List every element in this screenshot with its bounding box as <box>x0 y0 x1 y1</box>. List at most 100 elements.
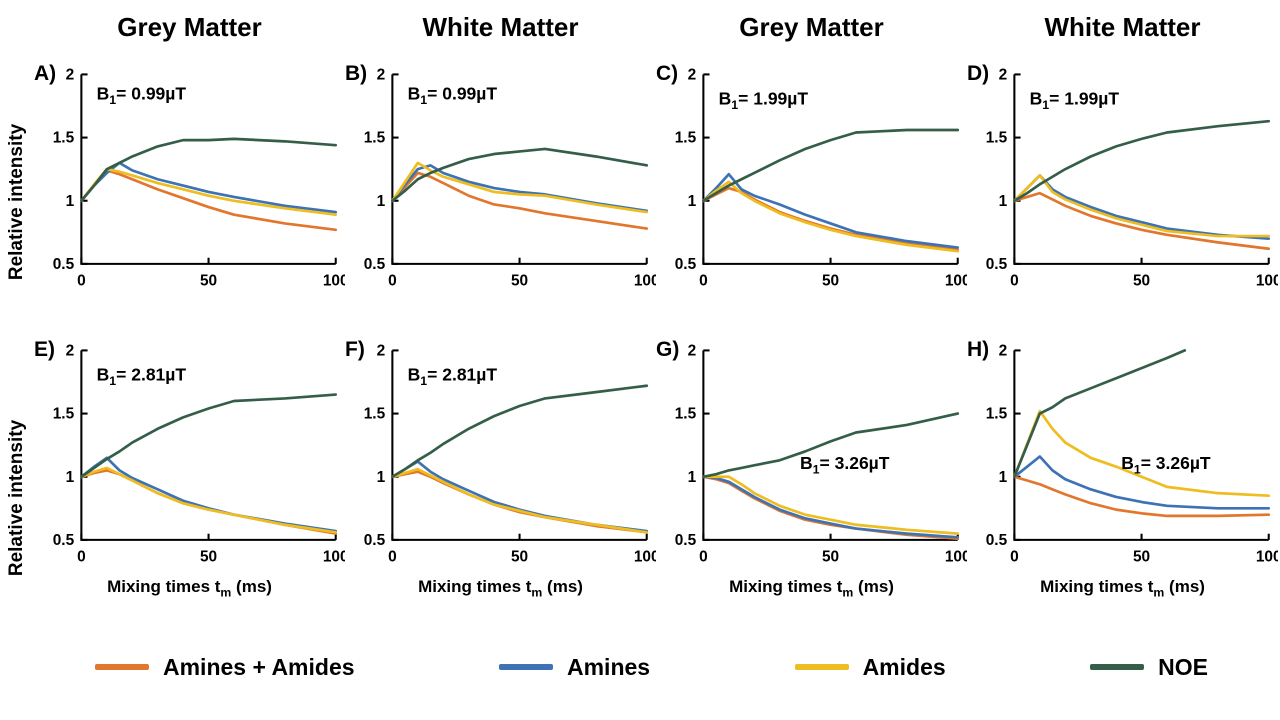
svg-text:1.5: 1.5 <box>986 406 1008 423</box>
x-axis-label-text: Mixing times t <box>107 576 221 596</box>
panel-label-c: C) <box>656 62 679 85</box>
svg-text:0: 0 <box>1010 549 1019 566</box>
subplot-b: B) 0.5 1 1.5 2 0 50 100 B1= 0.99µT <box>345 50 656 326</box>
svg-text:0: 0 <box>388 273 397 290</box>
subplot-c: C) 0.5 1 1.5 2 0 50 100 B1= 1.99µT <box>656 50 967 326</box>
x-axis-label-text: Mixing times t <box>729 576 843 596</box>
svg-text:2: 2 <box>377 67 386 84</box>
subplot-f: F) 0.5 1 1.5 2 0 50 100 B1= 2.81µT Mixing times… <box>345 326 656 638</box>
panel-label-h: H) <box>967 338 990 361</box>
svg-text:B1= 0.99µT: B1= 0.99µT <box>408 84 498 107</box>
subplot-e: E) 0.5 1 1.5 2 0 50 100 B1= 2.81µT Mixing times… <box>34 326 345 638</box>
legend-label: NOE <box>1158 653 1208 680</box>
svg-text:50: 50 <box>200 273 217 290</box>
subplot-g-chart: 0.5 1 1.5 2 0 50 100 B1= 3.26µT <box>675 343 967 566</box>
svg-text:100: 100 <box>1256 549 1278 566</box>
svg-text:50: 50 <box>822 549 839 566</box>
svg-text:2: 2 <box>66 67 75 84</box>
subplot-h: H) 0.5 1 1.5 2 0 50 100 B1= 3.26µT Mixing times… <box>967 326 1278 638</box>
panel-label-a: A) <box>34 62 57 85</box>
y-axis-label: Relative intensity <box>6 123 27 280</box>
svg-text:2: 2 <box>999 343 1008 360</box>
svg-text:1: 1 <box>688 469 697 486</box>
subplot-c-chart: 0.5 1 1.5 2 0 50 100 B1= 1.99µT <box>675 67 967 290</box>
svg-text:B1= 3.26µT: B1= 3.26µT <box>800 453 890 476</box>
svg-text:B1= 1.99µT: B1= 1.99µT <box>719 89 809 112</box>
subplot-h-chart: 0.5 1 1.5 2 0 50 100 B1= 3.26µT <box>986 343 1278 566</box>
svg-text:2: 2 <box>66 343 75 360</box>
svg-text:2: 2 <box>999 67 1008 84</box>
svg-text:2: 2 <box>688 343 697 360</box>
svg-text:0: 0 <box>1010 273 1019 290</box>
legend-item-amines-amides: Amines + Amides <box>95 654 355 681</box>
svg-text:B1= 2.81µT: B1= 2.81µT <box>408 365 498 388</box>
legend-item-amines: Amines <box>499 654 650 681</box>
svg-text:100: 100 <box>945 549 967 566</box>
legend-swatch-amines <box>499 664 553 670</box>
legend-item-amides: Amides <box>794 653 946 681</box>
svg-text:1: 1 <box>66 469 75 486</box>
panel-label-b: B) <box>345 62 368 85</box>
svg-text:2: 2 <box>688 67 697 84</box>
svg-text:0: 0 <box>77 273 86 290</box>
subplot-a: A) 0.5 1 1.5 2 0 50 100 B1= 0.99µT <box>34 50 345 326</box>
svg-text:0: 0 <box>699 549 708 566</box>
x-axis-label-suffix: (ms) <box>231 576 272 596</box>
svg-text:0.5: 0.5 <box>675 256 697 273</box>
svg-text:50: 50 <box>511 549 528 566</box>
svg-text:1: 1 <box>377 193 386 210</box>
svg-text:0.5: 0.5 <box>53 256 75 273</box>
svg-text:1: 1 <box>66 193 75 210</box>
x-axis-label-sub: m <box>531 585 543 600</box>
svg-text:B1= 0.99µT: B1= 0.99µT <box>97 84 187 107</box>
panel-label-d: D) <box>967 62 990 85</box>
legend-label: Amides <box>862 653 946 680</box>
subplot-e-chart: 0.5 1 1.5 2 0 50 100 B1= 2.81µT <box>53 343 345 566</box>
svg-text:100: 100 <box>1256 273 1278 290</box>
panel-label-f: F) <box>345 338 365 361</box>
svg-text:0.5: 0.5 <box>986 532 1008 549</box>
x-axis-label-suffix: (ms) <box>1164 576 1205 596</box>
svg-text:2: 2 <box>377 343 386 360</box>
title-spacer <box>0 4 34 50</box>
svg-text:1: 1 <box>688 193 697 210</box>
svg-text:1.5: 1.5 <box>364 130 386 147</box>
svg-text:100: 100 <box>634 549 656 566</box>
svg-text:1.5: 1.5 <box>364 406 386 423</box>
x-axis-label-sub: m <box>220 585 232 600</box>
svg-text:50: 50 <box>1133 549 1150 566</box>
legend-label: Amines <box>567 653 651 680</box>
svg-text:50: 50 <box>822 273 839 290</box>
svg-text:100: 100 <box>323 273 345 290</box>
legend-swatch-noe <box>1090 664 1145 670</box>
x-axis-label-text: Mixing times t <box>1040 576 1154 596</box>
svg-text:0: 0 <box>699 273 708 290</box>
x-axis-label: Mixing times tm (ms) <box>345 577 656 599</box>
svg-text:50: 50 <box>1133 273 1150 290</box>
column-title-grey-matter-1: Grey Matter <box>117 12 262 42</box>
x-axis-label-sub: m <box>842 585 854 600</box>
svg-text:0.5: 0.5 <box>53 532 75 549</box>
x-axis-label: Mixing times tm (ms) <box>34 577 345 599</box>
svg-text:1.5: 1.5 <box>675 406 697 423</box>
svg-text:1: 1 <box>999 193 1008 210</box>
svg-text:1.5: 1.5 <box>986 130 1008 147</box>
column-title-white-matter-1: White Matter <box>422 12 579 42</box>
svg-text:0: 0 <box>388 549 397 566</box>
svg-text:B1= 2.81µT: B1= 2.81µT <box>97 365 187 388</box>
svg-text:1.5: 1.5 <box>675 130 697 147</box>
y-axis-label-row2-wrap: Relative intensity <box>0 326 34 638</box>
svg-text:100: 100 <box>945 273 967 290</box>
column-title-grey-matter-2: Grey Matter <box>739 12 884 42</box>
svg-text:100: 100 <box>323 549 345 566</box>
panel-label-g: G) <box>656 338 680 361</box>
panel-label-e: E) <box>34 338 55 361</box>
svg-text:50: 50 <box>200 549 217 566</box>
x-axis-label-text: Mixing times t <box>418 576 532 596</box>
x-axis-label-sub: m <box>1153 585 1165 600</box>
subplot-d: D) 0.5 1 1.5 2 0 50 100 B1= 1.99µT <box>967 50 1278 326</box>
svg-text:B1= 1.99µT: B1= 1.99µT <box>1030 89 1120 112</box>
svg-text:0: 0 <box>77 549 86 566</box>
svg-text:0.5: 0.5 <box>675 532 697 549</box>
